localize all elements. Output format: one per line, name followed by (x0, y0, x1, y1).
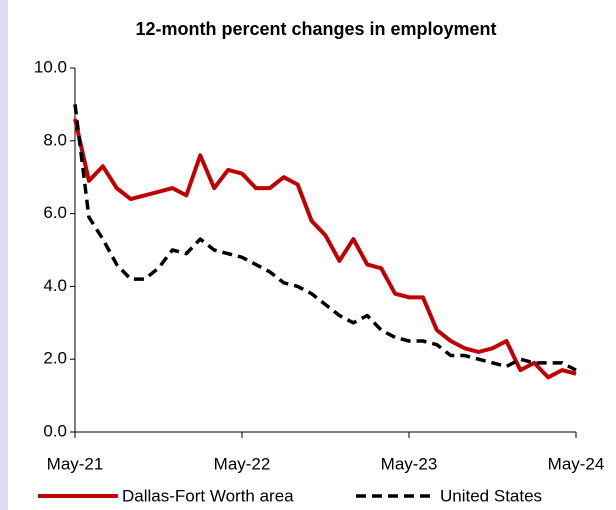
y-tick-label: 10.0 (34, 57, 67, 76)
x-tick-label: May-23 (381, 454, 438, 473)
y-tick-label: 4.0 (43, 276, 67, 295)
chart-title: 12-month percent changes in employment (135, 19, 496, 39)
side-strip (0, 0, 8, 510)
x-tick-label: May-24 (548, 454, 605, 473)
legend-label: United States (440, 486, 542, 505)
y-tick-label: 8.0 (43, 130, 67, 149)
y-tick-label: 0.0 (43, 421, 67, 440)
y-tick-label: 6.0 (43, 203, 67, 222)
y-tick-label: 2.0 (43, 349, 67, 368)
x-tick-label: May-21 (47, 454, 104, 473)
series-line (73, 118, 577, 380)
series-line (73, 104, 577, 372)
x-tick-label: May-22 (214, 454, 271, 473)
legend-label: Dallas-Fort Worth area (122, 486, 294, 505)
